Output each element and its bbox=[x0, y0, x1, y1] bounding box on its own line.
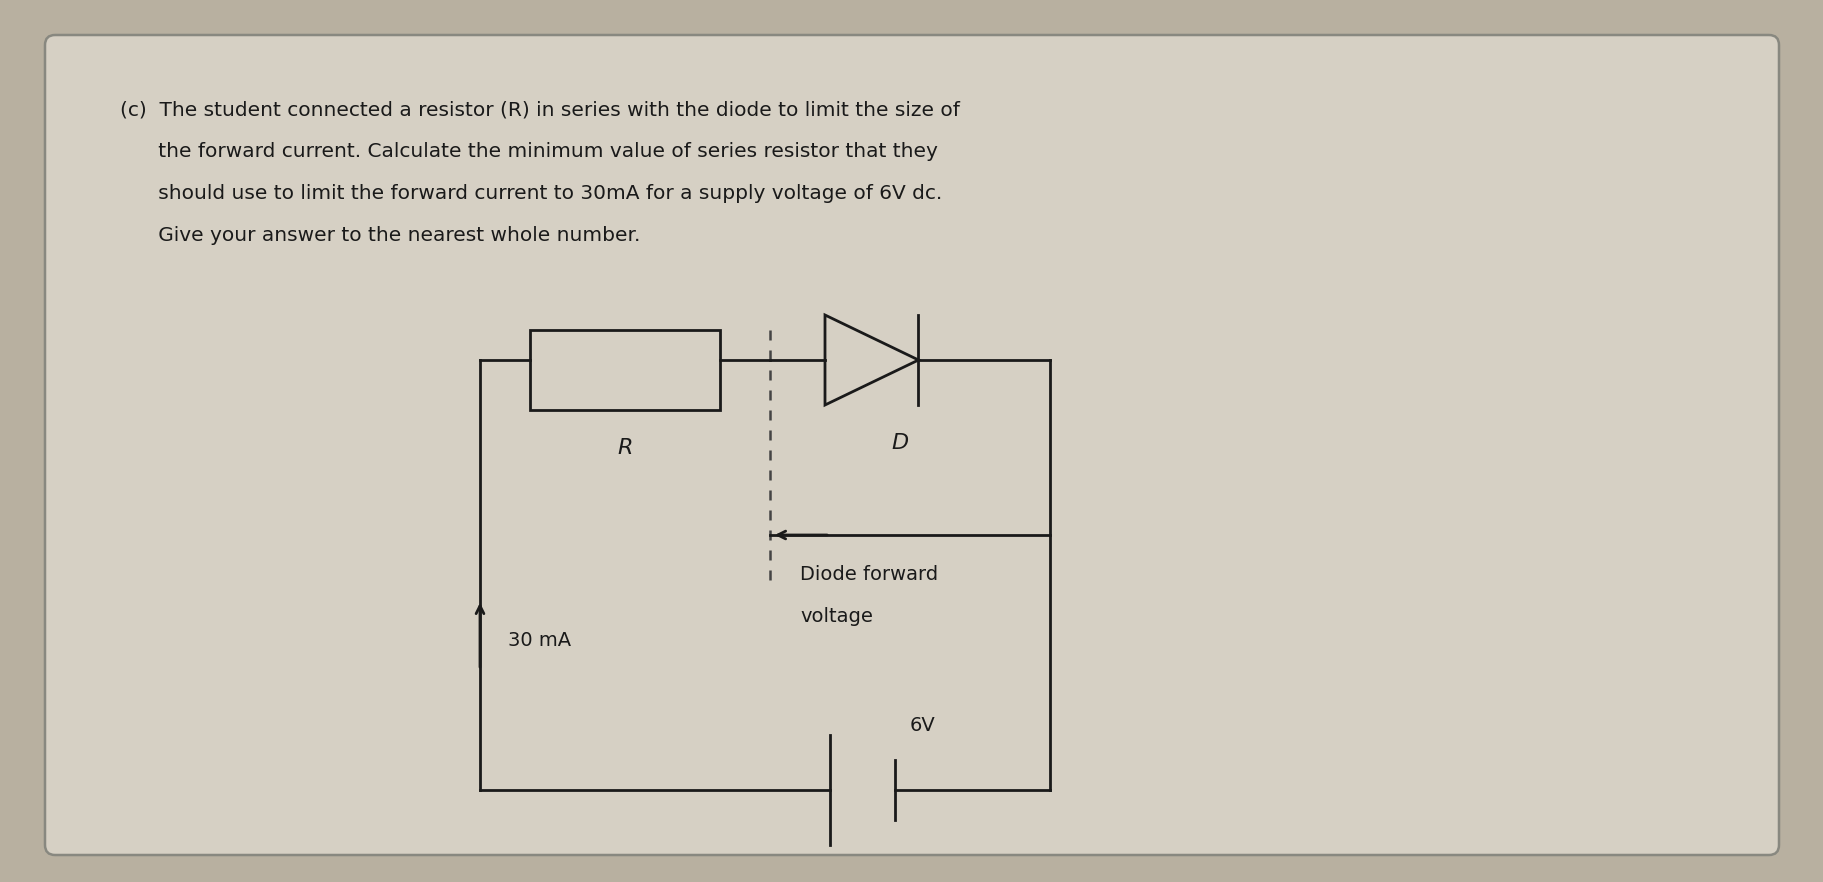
Text: 6V: 6V bbox=[910, 716, 935, 735]
Bar bbox=[530, 330, 720, 410]
FancyBboxPatch shape bbox=[46, 35, 1777, 855]
Text: Diode forward: Diode forward bbox=[800, 565, 937, 584]
Text: 30 mA: 30 mA bbox=[509, 631, 571, 649]
Text: voltage: voltage bbox=[800, 607, 873, 626]
Text: the forward current. Calculate the minimum value of series resistor that they: the forward current. Calculate the minim… bbox=[120, 142, 937, 161]
Text: D: D bbox=[891, 433, 908, 453]
Text: (c)  The student connected a resistor (R) in series with the diode to limit the : (c) The student connected a resistor (R)… bbox=[120, 100, 959, 119]
Text: should use to limit the forward current to 30mA for a supply voltage of 6V dc.: should use to limit the forward current … bbox=[120, 184, 942, 203]
Text: Give your answer to the nearest whole number.: Give your answer to the nearest whole nu… bbox=[120, 226, 640, 245]
Text: R: R bbox=[616, 438, 633, 458]
